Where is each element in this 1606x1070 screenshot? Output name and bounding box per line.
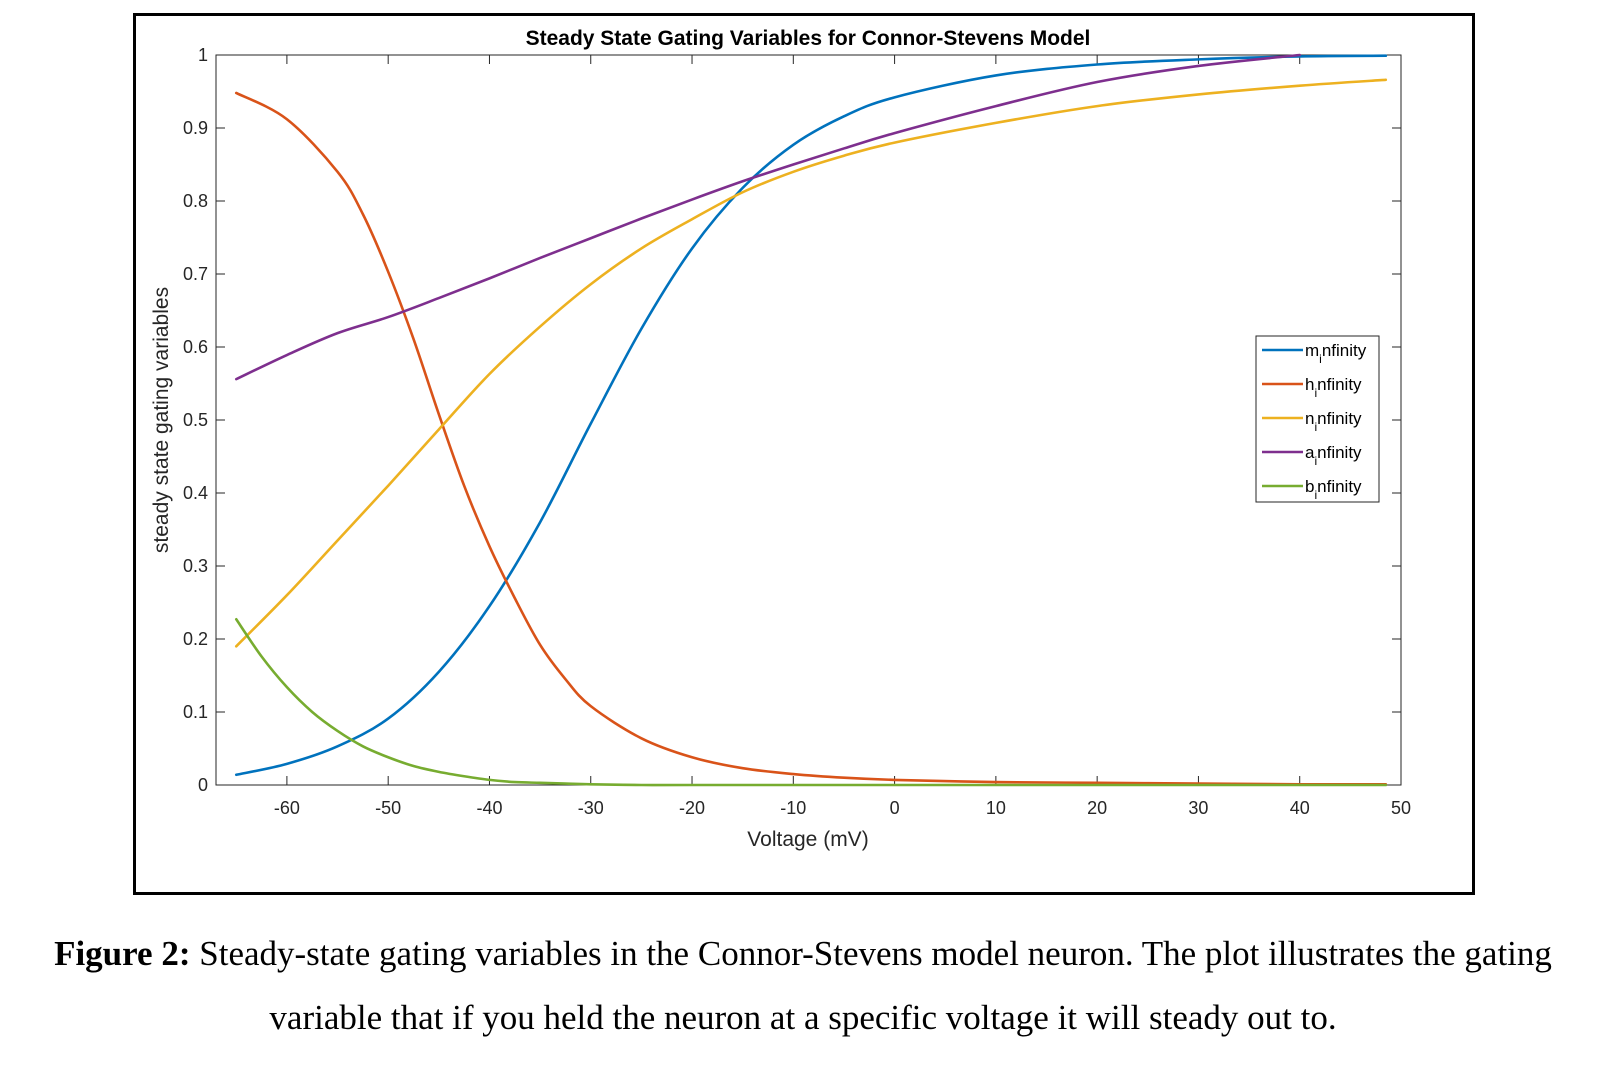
series-line-h	[234, 91, 1388, 786]
legend-label-b: binfinity	[1305, 477, 1362, 502]
x-tick-label: -60	[274, 798, 300, 818]
y-tick-label: 0.8	[183, 191, 208, 211]
x-tick-label: -20	[679, 798, 705, 818]
y-tick-label: 0.7	[183, 264, 208, 284]
series-line-a	[234, 53, 1302, 381]
x-tick-label: -10	[780, 798, 806, 818]
caption-label: Figure 2:	[54, 934, 191, 973]
y-tick-label: 0.3	[183, 556, 208, 576]
x-tick-label: -40	[476, 798, 502, 818]
caption-text: Steady-state gating variables in the Con…	[190, 934, 1552, 1037]
legend-label-m: minfinity	[1305, 341, 1367, 366]
legend-label-h: hinfinity	[1305, 375, 1362, 400]
x-tick-label: -30	[578, 798, 604, 818]
series-line-m	[234, 54, 1388, 777]
axis-ticks: -60 -50 -40 -30 -20 -10 0 10 20 30 40 50 0 0.1 0.2 0.3 0…	[183, 45, 1411, 818]
x-tick-label: 0	[890, 798, 900, 818]
legend: minfinity hinfinity ninfinity ainfinity binf…	[1255, 335, 1380, 503]
y-tick-label: 0.4	[183, 483, 208, 503]
y-tick-label: 0.1	[183, 702, 208, 722]
plot-area	[215, 54, 1402, 786]
series-line-b	[234, 617, 1388, 787]
x-tick-label: 20	[1087, 798, 1107, 818]
y-tick-label: 0	[198, 775, 208, 795]
y-tick-label: 0.2	[183, 629, 208, 649]
x-axis-label: Voltage (mV)	[747, 828, 868, 851]
y-axis-label: steady state gating variables	[150, 287, 173, 553]
y-tick-label: 0.5	[183, 410, 208, 430]
x-tick-label: -50	[375, 798, 401, 818]
legend-label-a: ainfinity	[1305, 443, 1362, 468]
y-tick-label: 0.9	[183, 118, 208, 138]
series-line-n	[234, 78, 1388, 648]
figure-frame	[133, 13, 1475, 895]
series-lines	[234, 53, 1388, 787]
chart: -60 -50 -40 -30 -20 -10 0 10 20 30 40 50 0 0.1 0.2 0.3 0…	[150, 27, 1411, 851]
x-tick-label: 40	[1290, 798, 1310, 818]
x-tick-label: 10	[986, 798, 1006, 818]
y-tick-label: 1	[198, 45, 208, 65]
figure-caption: Figure 2: Steady-state gating variables …	[0, 922, 1606, 1050]
legend-label-n: ninfinity	[1305, 409, 1362, 434]
chart-title: Steady State Gating Variables for Connor…	[526, 27, 1091, 50]
x-tick-label: 50	[1391, 798, 1411, 818]
x-tick-label: 30	[1188, 798, 1208, 818]
y-tick-label: 0.6	[183, 337, 208, 357]
